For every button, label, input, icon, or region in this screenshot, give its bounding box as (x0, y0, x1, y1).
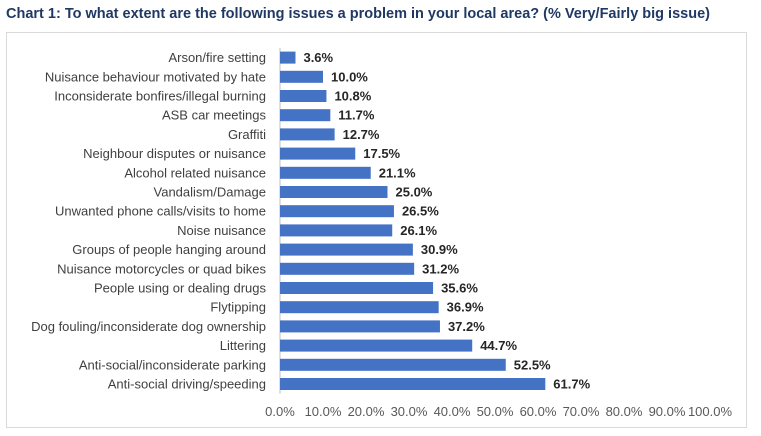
category-label: ASB car meetings (162, 108, 267, 123)
data-label: 52.5% (514, 357, 551, 372)
x-tick-label: 0.0% (265, 404, 295, 419)
category-label: Anti-social/inconsiderate parking (79, 357, 266, 372)
category-label: Groups of people hanging around (72, 242, 266, 257)
data-label: 10.8% (334, 89, 371, 104)
data-label: 3.6% (303, 50, 333, 65)
x-tick-label: 90.0% (649, 404, 686, 419)
data-label: 26.1% (400, 223, 437, 238)
category-label: Dog fouling/inconsiderate dog ownership (31, 319, 266, 334)
data-label: 26.5% (402, 204, 439, 219)
bar (280, 262, 415, 275)
data-label: 37.2% (448, 319, 485, 334)
category-label: Nuisance motorcycles or quad bikes (57, 261, 266, 276)
category-label: Nuisance behaviour motivated by hate (45, 69, 266, 84)
x-tick-label: 30.0% (391, 404, 428, 419)
bar (280, 378, 546, 390)
bar (280, 320, 440, 333)
bar (280, 301, 439, 314)
category-label: People using or dealing drugs (94, 281, 267, 296)
category-label: Unwanted phone calls/visits to home (55, 204, 266, 219)
bar (280, 205, 394, 218)
category-label: Noise nuisance (177, 223, 266, 238)
bar (280, 358, 506, 371)
data-label: 44.7% (480, 338, 517, 353)
labels: 0.0% 10.0% 20.0% 30.0% 40.0% 50.0% 60.0% 70.0% 8… (31, 50, 732, 419)
data-label: 30.9% (421, 242, 458, 257)
data-label: 36.9% (447, 300, 484, 315)
bar (280, 166, 371, 179)
bar (280, 282, 434, 294)
chart-area (6, 32, 747, 428)
bar (280, 70, 323, 83)
data-label: 10.0% (331, 69, 368, 84)
data-label: 11.7% (338, 108, 375, 123)
category-label: Neighbour disputes or nuisance (83, 146, 266, 161)
chart-title: Chart 1: To what extent are the followin… (6, 6, 710, 22)
bar (280, 224, 393, 237)
bar (280, 90, 327, 102)
x-tick-label: 50.0% (477, 404, 514, 419)
category-label: Graffiti (228, 127, 266, 142)
x-tick-label: 60.0% (520, 404, 557, 419)
data-label: 21.1% (379, 165, 416, 180)
category-label: Vandalism/Damage (154, 185, 266, 200)
category-label: Alcohol related nuisance (124, 165, 266, 180)
data-label: 35.6% (441, 281, 478, 296)
bar (280, 339, 473, 352)
data-label: 25.0% (396, 185, 433, 200)
bar (280, 109, 331, 122)
x-tick-label: 20.0% (348, 404, 385, 419)
category-label: Littering (220, 338, 266, 353)
data-label: 61.7% (553, 377, 590, 392)
category-label: Arson/fire setting (168, 50, 266, 65)
bar (280, 186, 388, 198)
bar (280, 147, 356, 160)
x-tick-label: 70.0% (563, 404, 600, 419)
x-tick-label: 100.0% (688, 404, 733, 419)
data-label: 31.2% (422, 261, 459, 276)
data-label: 12.7% (343, 127, 380, 142)
bars (280, 51, 546, 390)
bar (280, 51, 296, 64)
category-label: Inconsiderate bonfires/illegal burning (54, 89, 266, 104)
x-tick-label: 40.0% (434, 404, 471, 419)
bar (280, 128, 335, 141)
x-tick-label: 80.0% (606, 404, 643, 419)
bar (280, 243, 413, 256)
category-label: Anti-social driving/speeding (108, 377, 266, 392)
data-label: 17.5% (363, 146, 400, 161)
category-label: Flytipping (210, 300, 266, 315)
x-tick-label: 10.0% (305, 404, 342, 419)
